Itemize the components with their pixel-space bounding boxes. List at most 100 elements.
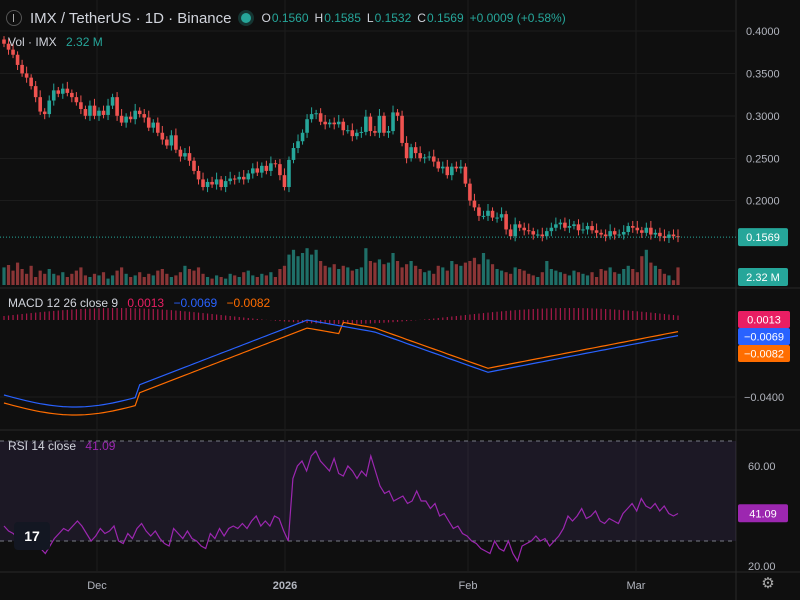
volume-bar — [174, 275, 178, 285]
candle-body — [65, 88, 70, 93]
volume-bar — [590, 272, 594, 285]
candle-body — [653, 232, 658, 235]
volume-bar — [219, 277, 223, 285]
price-candles — [0, 36, 736, 243]
volume-bar — [79, 267, 83, 285]
volume-bar — [165, 273, 169, 285]
candle-body — [436, 161, 441, 169]
candle-body — [192, 160, 196, 171]
macd-tick-label: −0.0400 — [744, 392, 784, 404]
candle-body — [495, 217, 499, 219]
volume-bar — [255, 277, 259, 285]
volume-legend[interactable]: Vol · IMX 2.32 M — [8, 35, 103, 49]
rsi-tick-label: 20.00 — [748, 561, 776, 573]
volume-bars — [2, 248, 680, 285]
candle-body — [305, 119, 309, 133]
macd-legend-macd: −0.0069 — [173, 296, 218, 310]
volume-bar — [626, 265, 630, 285]
volume-bar — [300, 253, 305, 285]
candle-body — [454, 166, 459, 169]
volume-bar — [391, 253, 395, 285]
candle-body — [671, 234, 676, 237]
volume-bar — [43, 273, 47, 285]
candle-body — [445, 166, 450, 176]
candle-body — [567, 226, 572, 228]
macd-legend[interactable]: MACD 12 26 close 9 0.0013 −0.0069 −0.008… — [8, 296, 270, 310]
x-tick-label: Mar — [627, 580, 646, 592]
volume-bar — [572, 270, 576, 285]
volume-bar — [196, 267, 201, 285]
tradingview-logo-icon[interactable]: 17 — [14, 522, 50, 550]
volume-bar — [210, 278, 214, 285]
volume-bar — [332, 264, 336, 285]
candle-body — [535, 234, 540, 236]
candle-body — [332, 122, 337, 125]
candle-body — [101, 110, 106, 115]
volume-bar — [608, 267, 612, 285]
volume-bar — [409, 261, 413, 285]
rsi-pane — [0, 440, 736, 563]
symbol-title[interactable]: IMX / TetherUS · 1D · Binance — [30, 9, 232, 27]
candle-body — [291, 148, 296, 160]
volume-bar — [536, 277, 540, 285]
symbol-toggle-icon[interactable] — [6, 10, 22, 26]
volume-bar — [350, 270, 354, 285]
candle-body — [11, 49, 15, 55]
price-tick-label: 0.2000 — [746, 196, 780, 208]
candle-body — [649, 227, 653, 235]
candle-body — [612, 231, 617, 235]
candle-body — [296, 141, 300, 149]
volume-legend-title: Vol · IMX — [8, 35, 57, 49]
candle-body — [395, 112, 400, 116]
price-tick-label: 0.4000 — [746, 26, 780, 38]
volume-bar — [436, 265, 440, 285]
volume-bar — [472, 257, 477, 285]
candle-body — [468, 183, 472, 201]
rsi-value-label: 41.09 — [749, 508, 777, 520]
candle-body — [404, 142, 409, 159]
volume-bar — [377, 259, 382, 285]
volume-bar — [337, 269, 341, 285]
candle-body — [658, 232, 662, 237]
candle-body — [382, 115, 386, 133]
volume-bar — [527, 273, 531, 285]
volume-bar — [400, 267, 404, 285]
macd-line — [3, 319, 679, 408]
candle-body — [621, 231, 626, 235]
candle-body — [97, 110, 101, 116]
volume-bar — [581, 273, 585, 285]
candle-body — [323, 121, 327, 125]
volume-bar — [287, 254, 291, 285]
candle-body — [124, 116, 128, 123]
candle-body — [24, 73, 29, 78]
volume-bar — [6, 265, 11, 285]
volume-bar — [404, 264, 409, 285]
candle-body — [174, 135, 178, 150]
volume-bar — [56, 275, 60, 285]
volume-bar — [201, 273, 205, 285]
last-price-label: 0.1569 — [746, 232, 780, 244]
candle-body — [477, 207, 481, 216]
volume-bar — [445, 270, 449, 285]
candle-body — [106, 105, 110, 115]
candle-body — [205, 181, 210, 188]
candle-body — [155, 122, 160, 133]
rsi-legend[interactable]: RSI 14 close 41.09 — [8, 439, 115, 453]
volume-bar — [649, 262, 653, 285]
candle-body — [2, 39, 6, 44]
candle-body — [42, 111, 47, 115]
rsi-tick-label: 60.00 — [748, 461, 776, 473]
volume-bar — [441, 267, 445, 285]
volume-bar — [120, 267, 124, 285]
candle-body — [92, 105, 97, 116]
volume-bar — [319, 261, 323, 285]
open-key: O — [261, 11, 271, 25]
candle-body — [345, 130, 350, 132]
settings-gear-icon[interactable]: ⚙ — [761, 575, 775, 592]
volume-bar — [563, 273, 567, 285]
volume-bar — [463, 262, 467, 285]
volume-bar — [260, 273, 264, 285]
volume-bar — [278, 269, 282, 285]
candle-body — [255, 168, 260, 173]
